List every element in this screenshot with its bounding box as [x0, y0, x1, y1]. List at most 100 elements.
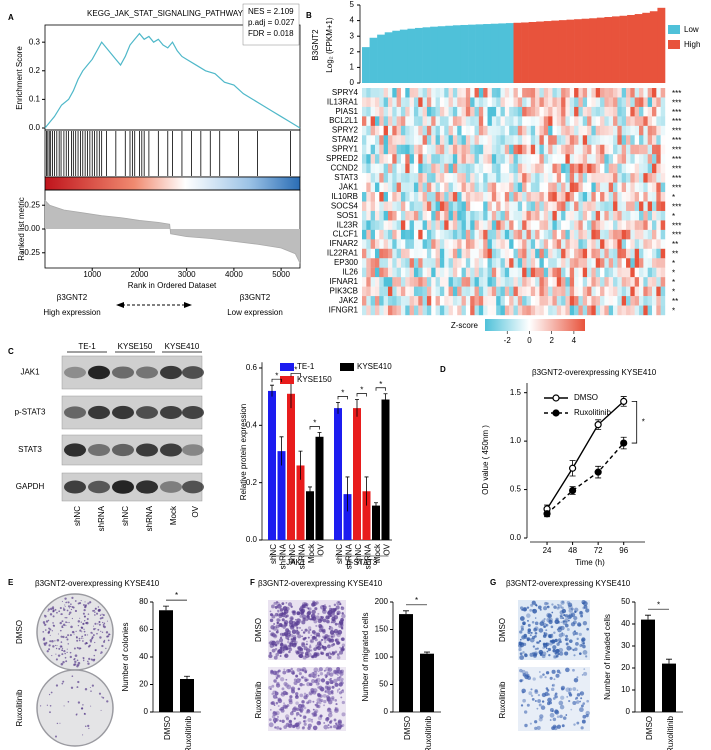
heatmap-cell	[397, 145, 402, 155]
legend-swatch	[280, 376, 294, 384]
heatmap-cell	[475, 88, 480, 98]
heatmap-cell	[423, 88, 428, 98]
significance-bracket	[632, 401, 637, 443]
colony	[48, 620, 49, 621]
colony	[95, 649, 97, 651]
cell	[306, 709, 310, 713]
heatmap-cell	[410, 230, 415, 240]
heatmap-cell	[587, 230, 592, 240]
heatmap-cell	[449, 239, 454, 249]
heatmap-cell	[449, 164, 454, 174]
heatmap-cell	[539, 154, 544, 164]
heatmap-cell	[397, 135, 402, 145]
heatmap-cell	[656, 202, 661, 212]
heatmap-cell	[609, 287, 614, 297]
heatmap-cell	[613, 211, 618, 221]
arrow-head	[116, 302, 124, 308]
cell	[269, 722, 274, 727]
cell	[311, 617, 314, 620]
heatmap-cell	[479, 230, 484, 240]
cell	[326, 672, 330, 676]
heatmap-cell	[462, 154, 467, 164]
heatmap-cell	[492, 97, 497, 107]
colony	[48, 648, 50, 650]
heatmap-cell	[496, 230, 501, 240]
heatmap-cell	[652, 306, 657, 316]
heatmap-cell	[561, 145, 566, 155]
cell	[304, 707, 307, 710]
heatmap-cell	[578, 116, 583, 126]
heatmap-cell	[557, 277, 562, 287]
heatmap-cell	[661, 173, 666, 183]
cell	[329, 721, 332, 724]
heatmap-cell	[591, 306, 596, 316]
colony	[45, 642, 47, 644]
heatmap-cell	[479, 239, 484, 249]
point	[595, 469, 601, 475]
cell	[551, 603, 553, 605]
heatmap-cell	[604, 116, 609, 126]
cell	[294, 718, 296, 720]
heatmap-cell	[371, 268, 376, 278]
heatmap-cell	[418, 183, 423, 193]
heatmap-cell	[544, 287, 549, 297]
colony	[75, 654, 78, 657]
heatmap-cell	[518, 173, 523, 183]
heatmap-cell	[522, 126, 527, 136]
heatmap-cell	[375, 126, 380, 136]
y-tick-label: 40	[621, 619, 630, 628]
heatmap-cell	[548, 135, 553, 145]
cell	[307, 611, 311, 615]
heatmap-cell	[505, 306, 510, 316]
heatmap-cell	[379, 135, 384, 145]
colony	[103, 624, 105, 626]
heatmap-cell	[557, 211, 562, 221]
heatmap-cell	[379, 220, 384, 230]
heatmap-cell	[544, 249, 549, 259]
cell	[334, 683, 338, 687]
heatmap-cell	[488, 230, 493, 240]
heatmap-cell	[648, 239, 653, 249]
heatmap-cell	[492, 258, 497, 268]
heatmap-cell	[617, 277, 622, 287]
cell	[567, 628, 570, 631]
heatmap-cell	[604, 202, 609, 212]
heatmap-cell	[578, 287, 583, 297]
heatmap-cell	[561, 220, 566, 230]
heatmap-cell	[552, 202, 557, 212]
heatmap-cell	[544, 116, 549, 126]
heatmap-cell	[518, 202, 523, 212]
heatmap-cell	[388, 202, 393, 212]
heatmap-cell	[596, 88, 601, 98]
colony	[99, 624, 101, 626]
colony	[65, 606, 66, 607]
heatmap-cell	[526, 258, 531, 268]
heatmap-cell	[501, 296, 506, 306]
heatmap-cell	[401, 183, 406, 193]
heatmap-cell	[418, 192, 423, 202]
heatmap-cell	[574, 211, 579, 221]
heatmap-cell	[423, 164, 428, 174]
heatmap-cell	[574, 296, 579, 306]
heatmap-cell	[518, 287, 523, 297]
heatmap-cell	[453, 145, 458, 155]
heatmap-cell	[414, 258, 419, 268]
cell	[576, 676, 578, 678]
heatmap-cell	[565, 97, 570, 107]
colony	[81, 708, 83, 710]
heatmap-cell	[626, 97, 631, 107]
heatmap-cell	[436, 287, 441, 297]
cell	[290, 634, 294, 638]
heatmap-cell	[596, 164, 601, 174]
cell	[308, 674, 311, 677]
heatmap-cell	[379, 173, 384, 183]
cell	[308, 618, 311, 621]
heatmap-cell	[453, 183, 458, 193]
heatmap-cell	[539, 249, 544, 259]
heatmap-cell	[514, 287, 519, 297]
colony	[52, 645, 54, 647]
bar	[316, 437, 324, 540]
heatmap-cell	[483, 202, 488, 212]
cell	[296, 675, 298, 677]
cell	[337, 677, 341, 681]
